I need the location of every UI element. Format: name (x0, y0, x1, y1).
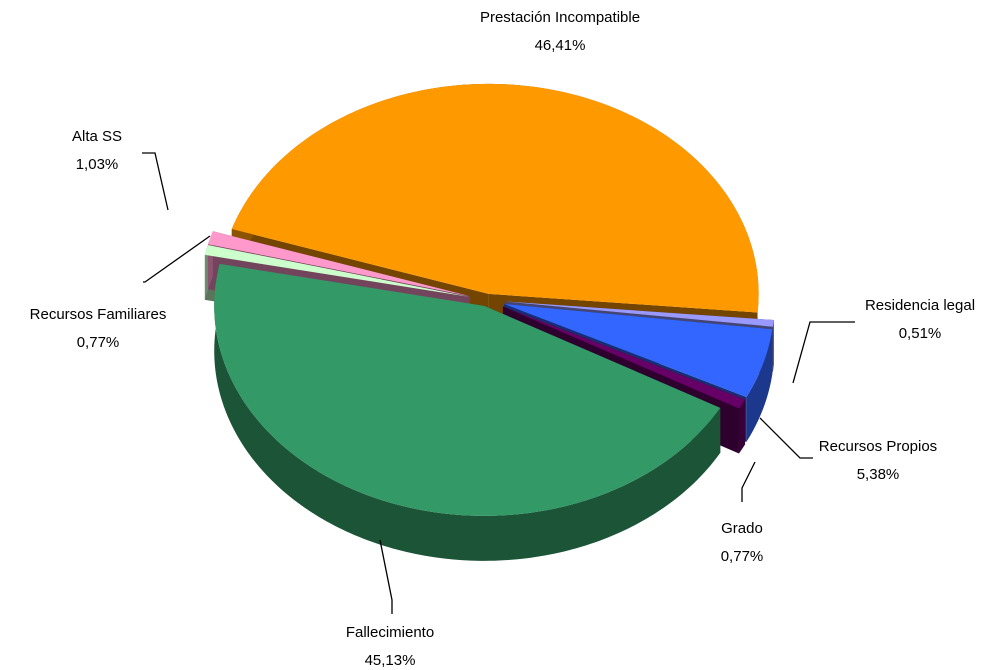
leader-line (759, 417, 813, 459)
leader-line (792, 321, 855, 384)
leader-line (142, 152, 169, 211)
slice (504, 301, 774, 327)
slice-label: Alta SS (72, 128, 122, 145)
slice-side (214, 263, 721, 561)
leader-line (143, 235, 211, 283)
slice (214, 263, 721, 516)
slice-side (746, 329, 773, 442)
slice-value-label: 0,77% (721, 548, 764, 565)
slice-value-label: 5,38% (857, 466, 900, 483)
slice-value-label: 46,41% (535, 37, 586, 54)
slice-side (772, 320, 774, 372)
slice-value-label: 0,51% (899, 325, 942, 342)
slice (504, 304, 773, 397)
slice (204, 245, 470, 297)
leader-line (741, 461, 756, 502)
slice-side (738, 399, 746, 454)
slice-label: Residencia legal (865, 297, 975, 314)
slice-label: Recursos Familiares (30, 306, 167, 323)
slice-label: Fallecimiento (346, 624, 434, 641)
slice (231, 83, 759, 313)
slice-value-label: 45,13% (365, 652, 416, 669)
slice-value-label: 1,03% (76, 156, 119, 173)
slice (208, 231, 470, 297)
slice-label: Grado (721, 520, 763, 537)
slice (502, 306, 746, 409)
slice-label: Recursos Propios (819, 438, 937, 455)
slice-label: Prestación Incompatible (480, 9, 640, 26)
slice-value-label: 0,77% (77, 334, 120, 351)
leader-line (379, 539, 393, 614)
slice-side (204, 245, 208, 300)
